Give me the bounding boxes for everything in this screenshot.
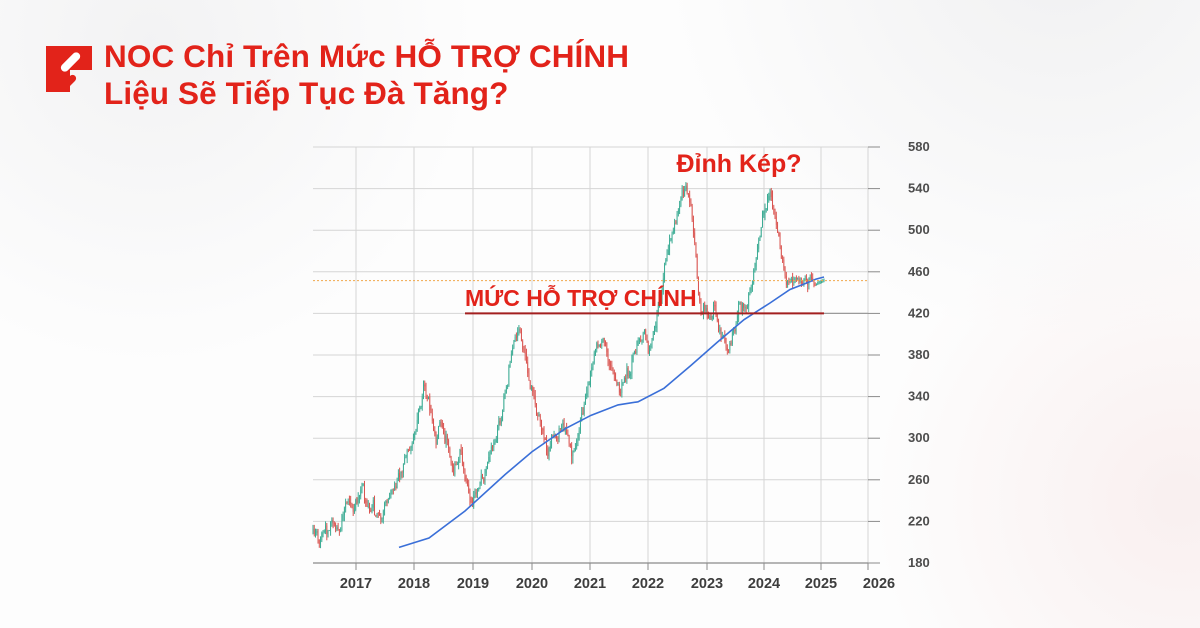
svg-text:Đỉnh Kép?: Đỉnh Kép?: [677, 150, 802, 178]
svg-text:220: 220: [908, 513, 930, 528]
svg-text:2020: 2020: [516, 576, 548, 592]
svg-text:340: 340: [908, 389, 930, 404]
svg-text:180: 180: [908, 555, 930, 570]
svg-text:2025: 2025: [805, 576, 837, 592]
svg-text:2022: 2022: [632, 576, 664, 592]
svg-text:460: 460: [908, 264, 930, 279]
svg-text:2021: 2021: [574, 576, 606, 592]
svg-text:420: 420: [908, 305, 930, 320]
svg-text:MỨC HỖ TRỢ CHÍNH: MỨC HỖ TRỢ CHÍNH: [465, 283, 697, 311]
svg-text:2019: 2019: [457, 576, 489, 592]
svg-text:260: 260: [908, 472, 930, 487]
svg-text:580: 580: [908, 139, 930, 154]
svg-text:2023: 2023: [691, 576, 723, 592]
svg-text:540: 540: [908, 181, 930, 196]
svg-text:300: 300: [908, 430, 930, 445]
svg-text:2024: 2024: [748, 576, 780, 592]
svg-text:380: 380: [908, 347, 930, 362]
svg-text:2026: 2026: [863, 576, 895, 592]
svg-text:2018: 2018: [398, 576, 430, 592]
svg-text:500: 500: [908, 222, 930, 237]
svg-text:2017: 2017: [340, 576, 372, 592]
